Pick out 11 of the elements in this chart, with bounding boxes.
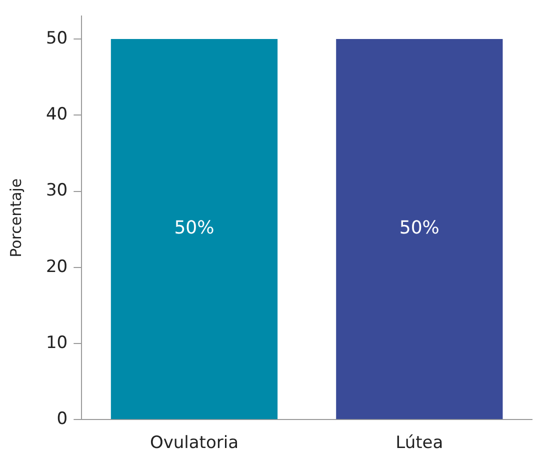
y-axis-title: Porcentaje	[6, 178, 25, 258]
y-tick-label: 20	[46, 256, 68, 277]
y-tick-label: 30	[46, 180, 68, 201]
x-tick-label: Lútea	[396, 433, 444, 454]
y-tick-label: 10	[46, 332, 68, 353]
x-tick-label: Ovulatoria	[150, 433, 239, 454]
y-tick-label: 0	[56, 409, 68, 430]
data-label: 50%	[174, 218, 214, 239]
y-tick-label: 40	[46, 104, 68, 125]
data-label: 50%	[399, 218, 440, 239]
y-tick-label: 50	[46, 28, 68, 48]
